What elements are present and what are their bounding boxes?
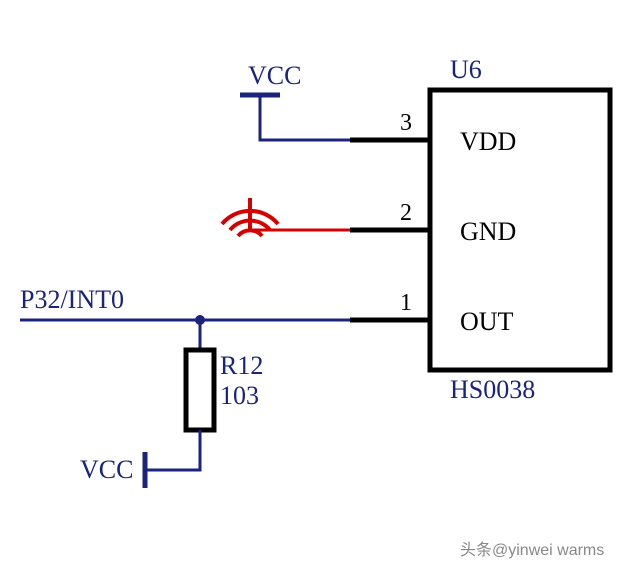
ic-pin-name-vdd: VDD — [460, 127, 516, 156]
wire-r12-bottom — [145, 430, 200, 470]
power-label-vcc-top: VCC — [248, 61, 301, 90]
ic-pin-num-1: 1 — [400, 290, 412, 316]
watermark: 头条@yinwei warms — [460, 541, 604, 559]
gnd-arc-2 — [238, 230, 262, 236]
resistor-ref: R12 — [220, 351, 263, 380]
ic-pin-name-gnd: GND — [460, 217, 516, 246]
wire-vcc-top — [260, 95, 350, 140]
ic-body — [430, 90, 610, 370]
ic-ref: U6 — [450, 55, 482, 84]
ic-pin-name-out: OUT — [460, 307, 514, 336]
ic-pin-num-3: 3 — [400, 110, 412, 136]
resistor-body — [186, 350, 214, 430]
ic-part: HS0038 — [450, 375, 535, 404]
ic-pin-num-2: 2 — [400, 200, 412, 226]
resistor-value: 103 — [220, 381, 259, 410]
power-label-vcc-bottom: VCC — [80, 455, 133, 484]
netlabel-p32int0: P32/INT0 — [20, 285, 124, 314]
